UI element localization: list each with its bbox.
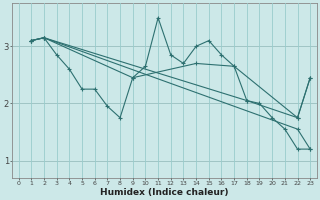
X-axis label: Humidex (Indice chaleur): Humidex (Indice chaleur) — [100, 188, 229, 197]
